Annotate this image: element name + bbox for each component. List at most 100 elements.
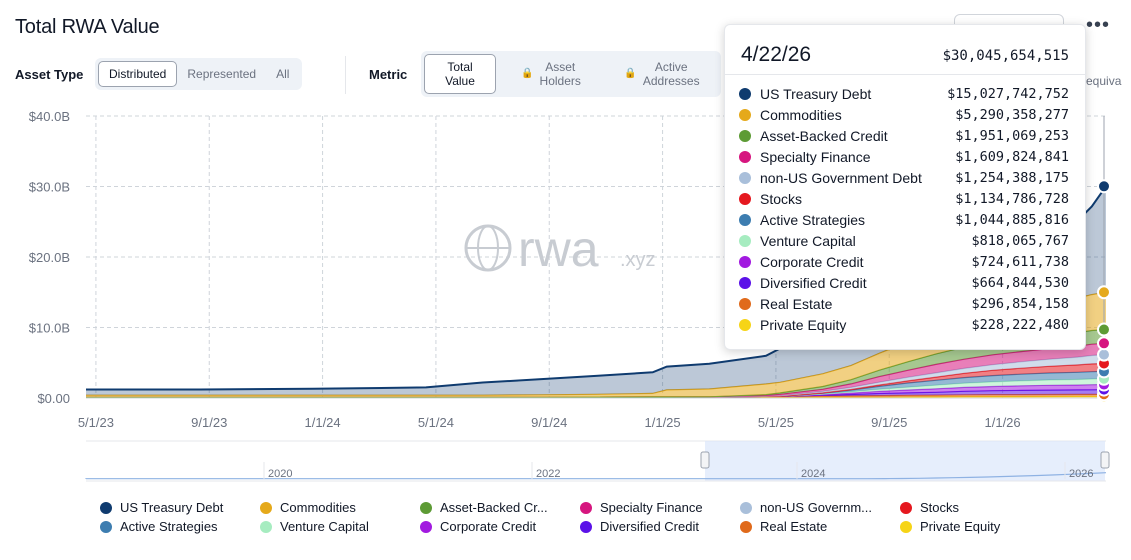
x-tick-label: 5/1/24	[418, 415, 454, 430]
metric-asset-holders[interactable]: 🔒 Asset Holders	[496, 54, 606, 94]
tooltip-row: Real Estate $296,854,158	[739, 293, 1069, 314]
tooltip-row: Private Equity $228,222,480	[739, 314, 1069, 335]
lock-icon: 🔒	[521, 68, 534, 79]
watermark-brand: rwa	[518, 221, 599, 277]
navigator-tick-label: 2024	[801, 468, 825, 480]
area-active-strategies	[86, 371, 1106, 398]
asset-type-selector: Distributed Represented All	[95, 58, 303, 90]
legend-label: Real Estate	[760, 519, 828, 534]
legend-item[interactable]: US Treasury Debt	[100, 500, 260, 515]
tooltip-row: Commodities $5,290,358,277	[739, 104, 1069, 125]
y-tick-label: $10.0B	[29, 321, 70, 336]
x-tick-label: 1/1/26	[985, 415, 1021, 430]
tooltip-series-name: Commodities	[760, 106, 842, 123]
legend-label: Corporate Credit	[440, 519, 537, 534]
legend-label: Diversified Credit	[600, 519, 699, 534]
metric-selector: Total Value 🔒 Asset Holders 🔒 Active Add…	[421, 51, 721, 97]
series-color-dot	[739, 318, 751, 331]
asset-type-all[interactable]: All	[276, 67, 290, 81]
tooltip-series-value: $1,134,786,728	[955, 190, 1069, 207]
asset-type-label: Asset Type	[15, 67, 84, 82]
hover-marker	[1097, 285, 1111, 300]
navigator-handle-left	[700, 451, 710, 469]
x-tick-label: 5/1/23	[78, 415, 114, 430]
tooltip-row: non-US Government Debt $1,254,388,175	[739, 167, 1069, 188]
tooltip-date: 4/22/26	[741, 43, 812, 66]
metric-total-value[interactable]: Total Value	[424, 54, 496, 94]
legend-label: US Treasury Debt	[120, 500, 224, 515]
series-color-dot	[739, 171, 751, 184]
watermark-suffix: .xyz	[620, 249, 656, 271]
range-navigator[interactable]: 2020 2022 2024 2026	[85, 440, 1110, 482]
legend-item[interactable]: non-US Governm...	[740, 500, 900, 515]
metric-active-addresses[interactable]: 🔒 Active Addresses	[606, 54, 718, 94]
tooltip-row: Diversified Credit $664,844,530	[739, 272, 1069, 293]
navigator-line	[85, 472, 1107, 480]
legend-color-dot	[420, 520, 432, 533]
legend-item[interactable]: Venture Capital	[260, 519, 420, 534]
tooltip-total: $30,045,654,515	[942, 48, 1069, 64]
y-tick-label: $40.0B	[29, 109, 70, 124]
metric-asset-holders-label: Asset Holders	[539, 60, 581, 88]
metric-overflow-text: equiva	[1086, 74, 1122, 88]
tooltip-row: Corporate Credit $724,611,738	[739, 251, 1069, 272]
hover-marker	[1097, 179, 1111, 194]
legend-color-dot	[740, 501, 752, 514]
series-color-dot	[739, 255, 751, 268]
navigator-tick-label: 2020	[268, 468, 292, 480]
x-tick-label: 5/1/25	[758, 415, 794, 430]
series-color-dot	[739, 213, 751, 226]
area-real-estate	[86, 394, 1106, 398]
tooltip: 4/22/26 $30,045,654,515 US Treasury Debt…	[724, 24, 1086, 350]
tooltip-series-name: US Treasury Debt	[760, 85, 872, 102]
tooltip-series-name: Specialty Finance	[760, 148, 871, 165]
area-diversified-credit	[86, 389, 1106, 398]
legend-label: Venture Capital	[280, 519, 369, 534]
legend-item[interactable]: Active Strategies	[100, 519, 260, 534]
tooltip-series-name: Diversified Credit	[760, 274, 867, 291]
legend-item[interactable]: Commodities	[260, 500, 420, 515]
asset-type-represented[interactable]: Represented	[187, 67, 257, 81]
tooltip-row: Venture Capital $818,065,767	[739, 230, 1069, 251]
legend-item[interactable]: Diversified Credit	[580, 519, 740, 534]
series-color-dot	[739, 108, 751, 121]
legend-label: Asset-Backed Cr...	[440, 500, 548, 515]
legend-item[interactable]: Corporate Credit	[420, 519, 580, 534]
legend-label: Specialty Finance	[600, 500, 703, 515]
legend-item[interactable]: Private Equity	[900, 519, 1060, 534]
x-tick-label: 1/1/24	[305, 415, 341, 430]
series-color-dot	[739, 87, 751, 100]
legend-item[interactable]: Real Estate	[740, 519, 900, 534]
series-color-dot	[739, 192, 751, 205]
asset-type-distributed[interactable]: Distributed	[98, 61, 178, 87]
x-tick-label: 1/1/25	[645, 415, 681, 430]
tooltip-series-value: $1,951,069,253	[955, 127, 1069, 144]
series-color-dot	[739, 297, 751, 310]
navigator-tick-label: 2026	[1069, 468, 1093, 480]
tooltip-series-value: $228,222,480	[971, 316, 1069, 333]
legend-color-dot	[900, 501, 912, 514]
more-options-icon[interactable]: •••	[1086, 14, 1111, 36]
tooltip-series-value: $5,290,358,277	[955, 106, 1069, 123]
series-color-dot	[739, 150, 751, 163]
tooltip-row: Active Strategies $1,044,885,816	[739, 209, 1069, 230]
legend-color-dot	[260, 520, 272, 533]
tooltip-series-name: Stocks	[760, 190, 803, 207]
legend-label: Commodities	[280, 500, 356, 515]
legend-item[interactable]: Specialty Finance	[580, 500, 740, 515]
tooltip-series-value: $296,854,158	[971, 295, 1069, 312]
toolbar-divider	[345, 56, 346, 94]
tooltip-series-name: Corporate Credit	[760, 253, 864, 270]
hover-marker	[1097, 347, 1111, 362]
navigator-tick-label: 2022	[536, 468, 560, 480]
tooltip-series-name: non-US Government Debt	[760, 169, 922, 186]
x-tick-label: 9/1/25	[871, 415, 907, 430]
tooltip-row: Asset-Backed Credit $1,951,069,253	[739, 125, 1069, 146]
series-color-dot	[739, 234, 751, 247]
x-tick-label: 9/1/24	[531, 415, 567, 430]
legend-label: Active Strategies	[120, 519, 218, 534]
legend-item[interactable]: Asset-Backed Cr...	[420, 500, 580, 515]
legend-color-dot	[580, 520, 592, 533]
tooltip-series-value: $1,609,824,841	[955, 148, 1069, 165]
legend-item[interactable]: Stocks	[900, 500, 1060, 515]
